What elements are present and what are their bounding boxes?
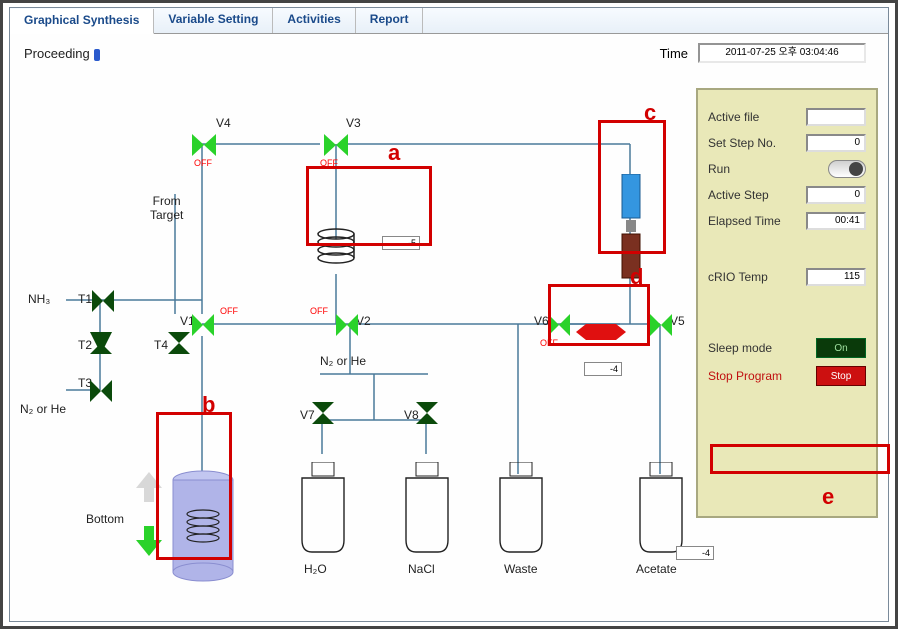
coil-a-icon [316,224,376,274]
active-step-label: Active Step [708,188,769,202]
stop-label: Stop Program [708,369,782,383]
valve-v4[interactable] [192,134,214,156]
vial-h2o [294,462,352,557]
status-label: Proceeding [24,46,100,61]
v2-off: OFF [310,306,328,316]
v4-off: OFF [194,158,212,168]
run-switch[interactable] [828,160,866,178]
valve-t2[interactable] [90,332,112,354]
tank-b-icon [170,470,236,590]
run-label: Run [708,162,730,176]
n2he-left-label: N₂ or He [20,402,66,416]
sleep-label: Sleep mode [708,341,772,355]
side-panel: Active file Set Step No. 0 Run Active St… [696,88,878,518]
from-target-label: From Target [150,194,183,222]
v2-label: V2 [356,314,371,328]
n2he-mid-label: N₂ or He [320,354,366,368]
column-c-icon [614,174,648,294]
tab-variable-setting[interactable]: Variable Setting [154,8,273,33]
tabs: Graphical Synthesis Variable Setting Act… [10,8,888,34]
t1-label: T1 [78,292,92,306]
valve-v3[interactable] [324,134,346,156]
crio-field: 115 [806,268,866,286]
down-arrow-icon[interactable] [132,522,166,556]
time-label: Time [660,46,688,61]
v4-label: V4 [216,116,231,130]
vial-acetate-label: Acetate [636,562,677,576]
heater-d-icon [576,320,626,344]
v6-off: OFF [540,338,558,348]
v3-off: OFF [320,158,338,168]
valve-v2[interactable] [336,314,358,336]
v5-label: V5 [670,314,685,328]
valve-v7[interactable] [312,402,334,424]
active-file-field[interactable] [806,108,866,126]
valve-v5[interactable] [650,314,672,336]
valve-t4[interactable] [168,332,190,354]
valve-v1[interactable] [192,314,214,336]
vial-nacl [398,462,456,557]
crio-label: cRIO Temp [708,270,768,284]
tab-report[interactable]: Report [356,8,424,33]
v1-off: OFF [220,306,238,316]
valve-t3[interactable] [90,380,112,402]
valve-t1[interactable] [92,290,114,312]
vial-h2o-label: H₂O [304,562,327,576]
vial-waste-label: Waste [504,562,538,576]
heater-d-reading: -4 [584,362,622,376]
set-step-field[interactable]: 0 [806,134,866,152]
vial-acetate [632,462,690,557]
stop-button[interactable]: Stop [816,366,866,386]
diagram: From Target NH₃ N₂ or He N₂ or He Bottom… [20,74,700,604]
t4-label: T4 [154,338,168,352]
nh3-label: NH₃ [28,292,50,306]
bottom-label: Bottom [86,512,124,526]
vial-waste [492,462,550,557]
valve-v6[interactable] [548,314,570,336]
set-step-label: Set Step No. [708,136,776,150]
coil-a-reading: -5 [382,236,420,250]
v6-label: V6 [534,314,549,328]
time-value: 2011-07-25 오후 03:04:46 [698,43,866,63]
tab-graphical-synthesis[interactable]: Graphical Synthesis [10,9,154,34]
valve-v8[interactable] [416,402,438,424]
elapsed-label: Elapsed Time [708,214,781,228]
up-arrow-icon[interactable] [132,472,166,506]
vial-nacl-label: NaCl [408,562,435,576]
active-step-field: 0 [806,186,866,204]
acetate-reading: -4 [676,546,714,560]
tab-activities[interactable]: Activities [273,8,355,33]
v3-label: V3 [346,116,361,130]
active-file-label: Active file [708,110,759,124]
sleep-button[interactable]: On [816,338,866,358]
elapsed-field: 00:41 [806,212,866,230]
